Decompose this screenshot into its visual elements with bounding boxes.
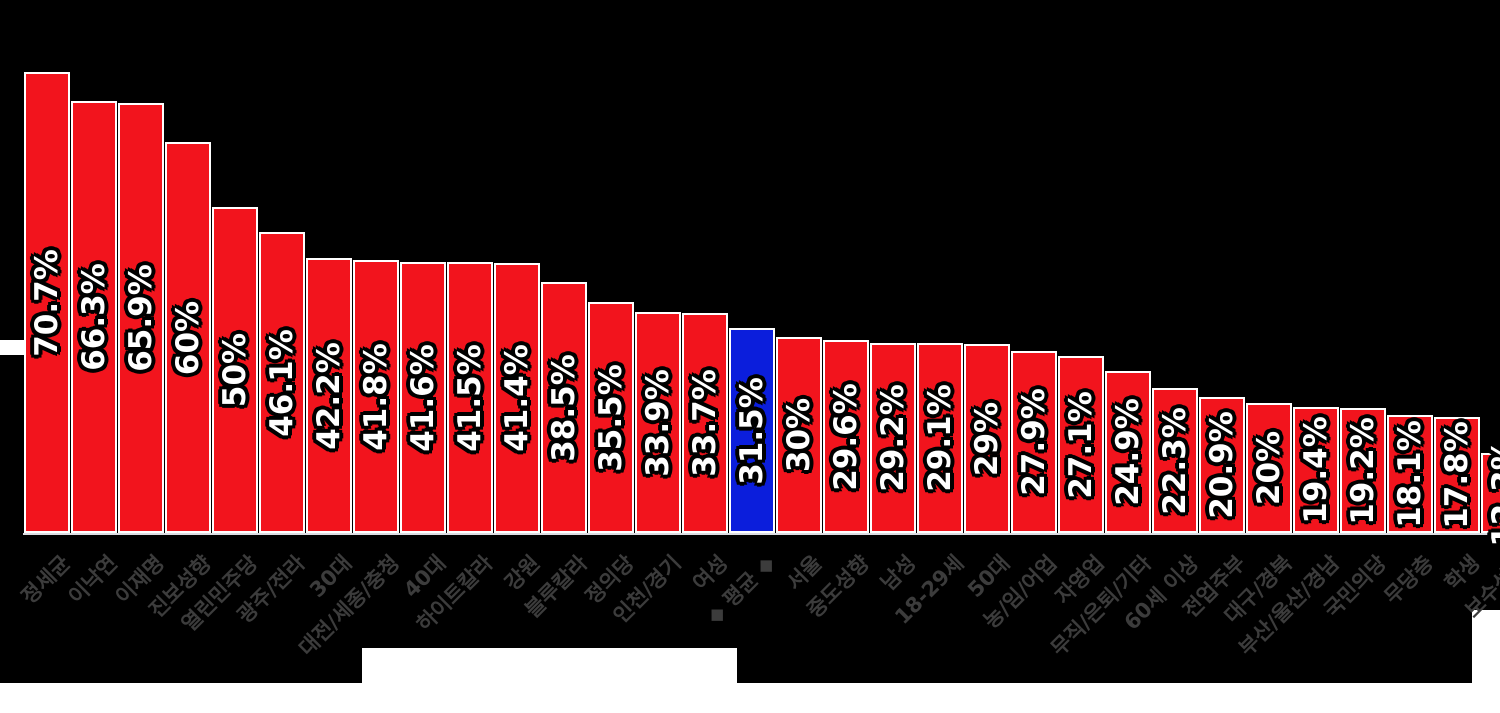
bar-value-label: 12.3% [1486, 439, 1500, 547]
bar: 66.3% [71, 101, 117, 533]
bar-value-label: 29.1% [922, 384, 959, 492]
bar: 29% [964, 344, 1010, 533]
bar: 22.3% [1152, 388, 1198, 533]
bar: 29.1% [917, 343, 963, 533]
x-tick-label: 이낙연 [63, 550, 122, 609]
bar-value-label: 60% [170, 300, 207, 375]
bar: 42.2% [306, 258, 352, 533]
bar: 27.9% [1011, 351, 1057, 533]
bar: 17.8% [1434, 417, 1480, 533]
bar: 50% [212, 207, 258, 533]
bar-value-label: 29% [969, 401, 1006, 476]
bar-value-label: 30% [781, 397, 818, 473]
bar-value-label: 17.8% [1439, 421, 1476, 529]
bar-value-label: 65.9% [123, 264, 160, 372]
bar: 41.8% [353, 260, 399, 533]
bar-value-label: 29.2% [875, 384, 912, 492]
bar: 18.1% [1387, 415, 1433, 533]
bar: 12.3% [1481, 439, 1500, 547]
bar-value-label: 41.4% [499, 344, 536, 452]
bar-value-label: 18.1% [1392, 420, 1429, 528]
bar: 29.2% [870, 343, 916, 533]
white-artifact-bottom-strip [0, 683, 1500, 713]
bar-average: 31.5% [729, 328, 775, 533]
bar-value-label: 22.3% [1157, 406, 1194, 515]
bar-value-label: 38.5% [546, 353, 583, 462]
bar: 33.7% [682, 313, 728, 533]
x-tick-label: 정세균 [16, 550, 75, 609]
bar-value-label: 66.3% [76, 263, 113, 371]
white-artifact-left [0, 340, 25, 355]
bar-value-label: 20% [1251, 430, 1288, 506]
bar-value-label: 42.2% [311, 341, 348, 450]
x-tick-label: 무당층 [1379, 550, 1438, 609]
bar-value-label: 70.7% [29, 248, 66, 357]
bar-value-label: 33.7% [687, 369, 724, 477]
bar: 24.9% [1105, 371, 1151, 533]
bar: 41.6% [400, 262, 446, 533]
white-artifact-bottom-block [362, 648, 737, 713]
bar-value-label: 31.5% [734, 376, 771, 485]
bar-value-label: 35.5% [593, 363, 630, 472]
bar-value-label: 20.9% [1204, 411, 1241, 519]
bar-value-label: 27.1% [1063, 390, 1100, 499]
bar: 46.1% [259, 232, 305, 533]
bar-value-label: 19.4% [1298, 416, 1335, 524]
white-artifact-right-block [1472, 610, 1500, 713]
bar: 30% [776, 337, 822, 533]
bar: 35.5% [588, 302, 634, 533]
bar-value-label: 33.9% [640, 368, 677, 477]
bar: 19.4% [1293, 407, 1339, 533]
bar: 29.6% [823, 340, 869, 533]
bar: 38.5% [541, 282, 587, 533]
bar-value-label: 24.9% [1110, 398, 1147, 506]
bar-value-label: 41.6% [405, 343, 442, 452]
bar: 60% [165, 142, 211, 533]
bar: 33.9% [635, 312, 681, 533]
bar-value-label: 19.2% [1345, 416, 1382, 525]
bar-value-label: 29.6% [828, 382, 865, 491]
bar-value-label: 46.1% [264, 328, 301, 437]
bar: 41.4% [494, 263, 540, 533]
bar: 20% [1246, 403, 1292, 533]
bar: 27.1% [1058, 356, 1104, 533]
bar-value-label: 50% [217, 332, 254, 408]
bar-value-label: 27.9% [1016, 388, 1053, 496]
bar: 19.2% [1340, 408, 1386, 533]
x-axis-line [23, 533, 1500, 535]
bar: 65.9% [118, 103, 164, 533]
bar: 41.5% [447, 262, 493, 533]
bar: 20.9% [1199, 397, 1245, 533]
bar-value-label: 41.5% [452, 343, 489, 452]
bar: 70.7% [24, 72, 70, 533]
bar-value-label: 41.8% [358, 342, 395, 451]
